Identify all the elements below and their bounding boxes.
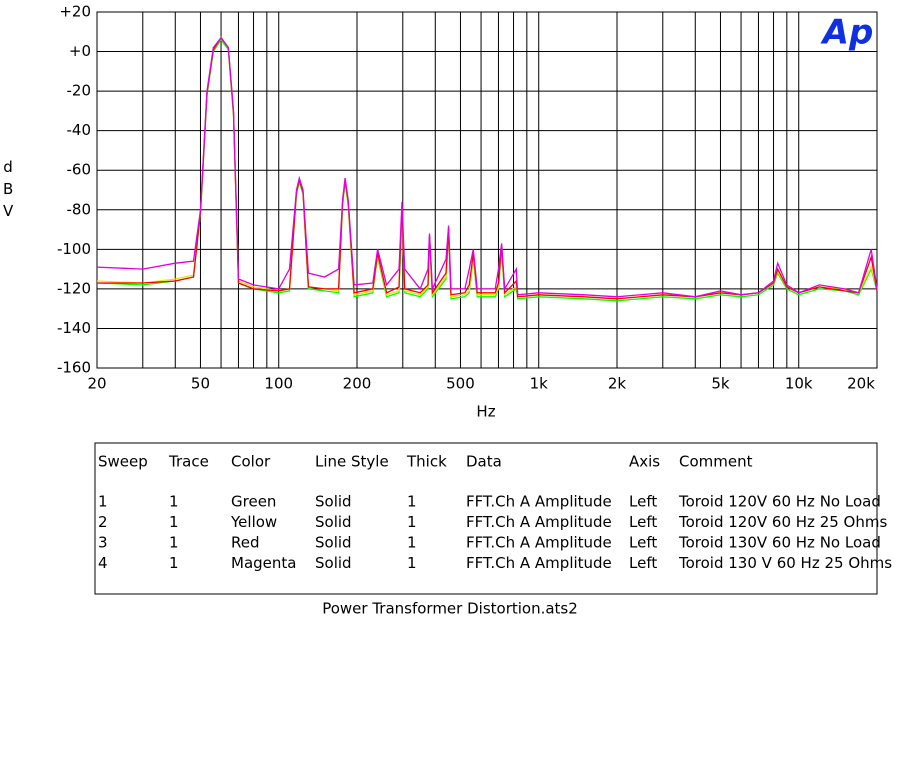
- y-tick-label: -100: [57, 240, 91, 258]
- table-cell: Red: [231, 534, 260, 552]
- x-tick-label: 200: [343, 375, 372, 393]
- file-name: Power Transformer Distortion.ats2: [322, 600, 578, 618]
- y-tick-label: -140: [57, 319, 91, 337]
- x-tick-label: 100: [264, 375, 293, 393]
- y-tick-label: +0: [69, 42, 91, 60]
- y-tick-label: -20: [67, 82, 92, 100]
- x-tick-label: 2k: [608, 375, 627, 393]
- logo: Ap: [820, 13, 874, 53]
- y-axis-label: dBV: [3, 158, 14, 220]
- table-header: Trace: [168, 453, 209, 471]
- table-cell: FFT.Ch A Amplitude: [466, 493, 612, 511]
- table-cell: 1: [169, 493, 179, 511]
- table-cell: 1: [407, 554, 417, 572]
- table-cell: FFT.Ch A Amplitude: [466, 554, 612, 572]
- table-cell: 1: [98, 493, 108, 511]
- table-cell: FFT.Ch A Amplitude: [466, 534, 612, 552]
- table-cell: Toroid 130 V 60 Hz 25 Ohms: [678, 554, 892, 572]
- table-cell: 3: [98, 534, 108, 552]
- table-cell: FFT.Ch A Amplitude: [466, 513, 612, 531]
- table-cell: Left: [629, 513, 657, 531]
- table-cell: Toroid 120V 60 Hz No Load: [678, 493, 881, 511]
- table-cell: 1: [407, 493, 417, 511]
- table-cell: 1: [169, 513, 179, 531]
- table-cell: 1: [169, 554, 179, 572]
- x-tick-label: 10k: [785, 375, 813, 393]
- x-tick-label: 1k: [530, 375, 549, 393]
- table-cell: Solid: [315, 554, 352, 572]
- x-tick-label: 5k: [711, 375, 730, 393]
- table-cell: Solid: [315, 513, 352, 531]
- table-cell: Toroid 120V 60 Hz 25 Ohms: [678, 513, 887, 531]
- table-cell: 2: [98, 513, 108, 531]
- table-cell: Solid: [315, 493, 352, 511]
- y-tick-label: -60: [67, 161, 92, 179]
- table-header: Thick: [406, 453, 447, 471]
- table-header: Axis: [629, 453, 660, 471]
- table-header: Color: [231, 453, 271, 471]
- table-cell: 4: [98, 554, 108, 572]
- y-tick-label: -120: [57, 279, 91, 297]
- table-cell: 1: [407, 513, 417, 531]
- legend-table: [94, 442, 878, 595]
- y-tick-label: -160: [57, 359, 91, 377]
- y-tick-label: -40: [67, 121, 92, 139]
- table-cell: Green: [231, 493, 276, 511]
- x-axis-label: Hz: [476, 403, 495, 421]
- table-cell: Yellow: [230, 513, 277, 531]
- table-cell: Solid: [315, 534, 352, 552]
- table-cell: Left: [629, 534, 657, 552]
- series-line: [96, 36, 878, 298]
- x-tick-label: 50: [191, 375, 210, 393]
- table-cell: 1: [169, 534, 179, 552]
- x-tick-label: 20k: [847, 375, 875, 393]
- table-cell: Left: [629, 554, 657, 572]
- table-header: Comment: [679, 453, 753, 471]
- table-header: Sweep: [98, 453, 148, 471]
- plot-area: [96, 11, 878, 369]
- table-header: Data: [466, 453, 502, 471]
- table-header: Line Style: [315, 453, 389, 471]
- table-cell: 1: [407, 534, 417, 552]
- x-tick-label: 500: [446, 375, 475, 393]
- y-tick-label: +20: [59, 3, 91, 21]
- table-cell: Toroid 130V 60 Hz No Load: [678, 534, 881, 552]
- x-tick-label: 20: [87, 375, 106, 393]
- table-cell: Left: [629, 493, 657, 511]
- y-tick-label: -80: [67, 200, 92, 218]
- table-cell: Magenta: [231, 554, 296, 572]
